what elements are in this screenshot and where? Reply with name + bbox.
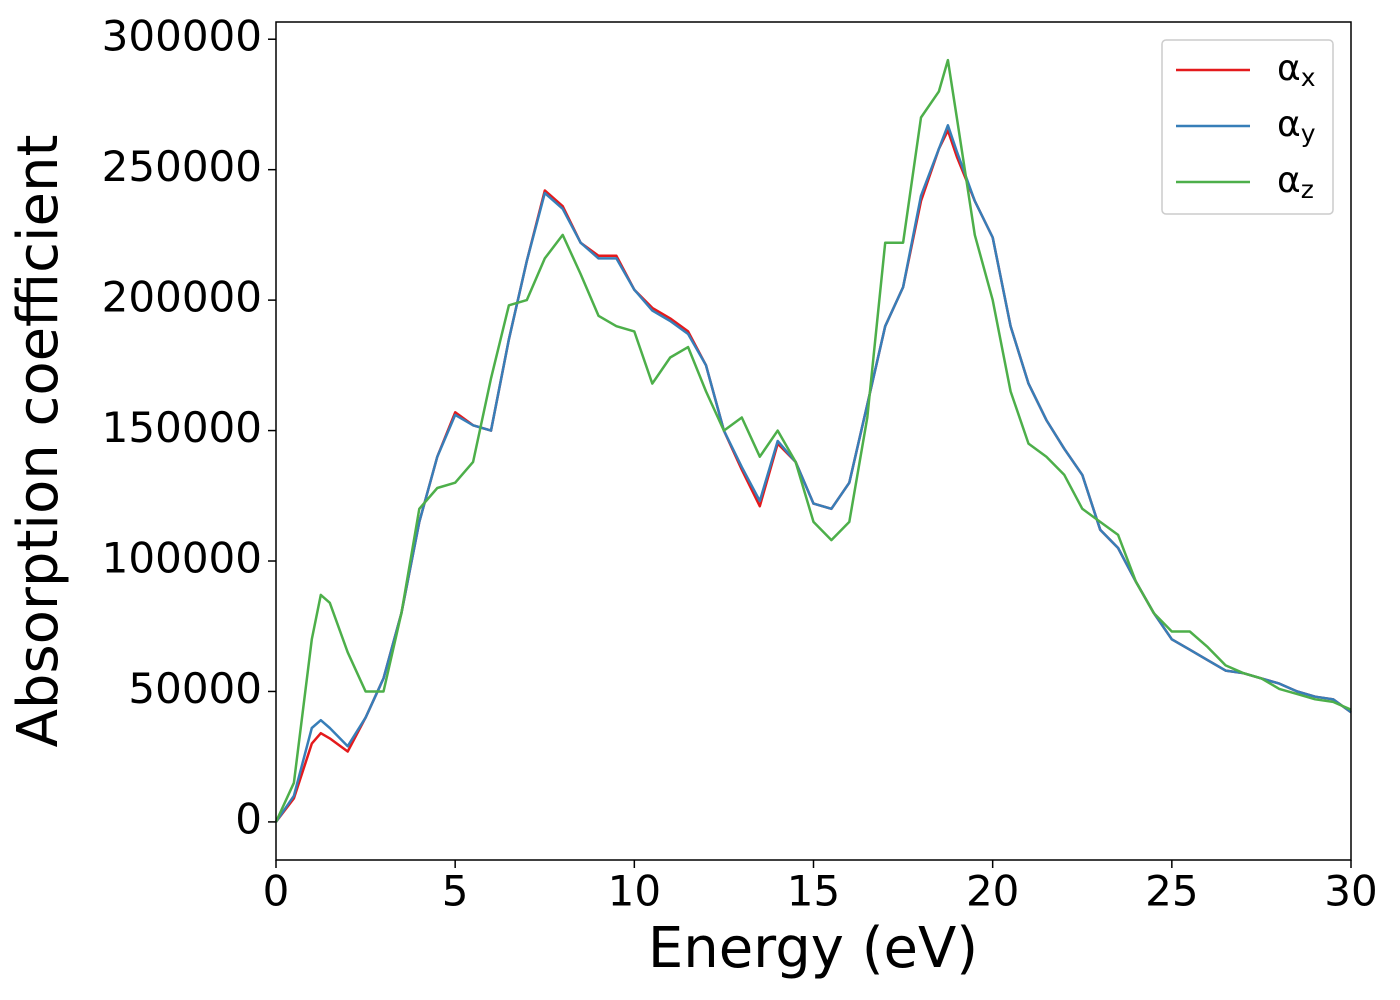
y-tick-label: 0: [235, 794, 262, 843]
x-tick-label: 15: [787, 867, 840, 916]
legend-label: αy: [1277, 104, 1316, 148]
y-tick-label: 50000: [128, 664, 262, 713]
line-series: [275, 129, 1352, 823]
x-tick-label: 20: [966, 867, 1019, 916]
legend-label: αx: [1277, 48, 1316, 92]
x-axis-label: Energy (eV): [648, 916, 978, 981]
y-tick-label: 150000: [102, 403, 262, 452]
y-tick-label: 100000: [102, 534, 262, 583]
y-tick-label: 200000: [102, 273, 262, 322]
x-tick-label: 0: [263, 867, 290, 916]
y-tick-label: 250000: [102, 142, 262, 191]
plot-frame: [275, 21, 1352, 861]
line-series: [274, 58, 1352, 823]
x-tick-label: 10: [608, 867, 661, 916]
x-tick-label: 25: [1145, 867, 1198, 916]
x-tick-label: 30: [1324, 867, 1377, 916]
legend-label: αz: [1277, 160, 1314, 204]
line-series: [274, 124, 1352, 823]
y-axis-label: Absorption coefficient: [6, 135, 71, 748]
x-tick-label: 5: [442, 867, 469, 916]
y-tick-label: 300000: [102, 12, 262, 61]
